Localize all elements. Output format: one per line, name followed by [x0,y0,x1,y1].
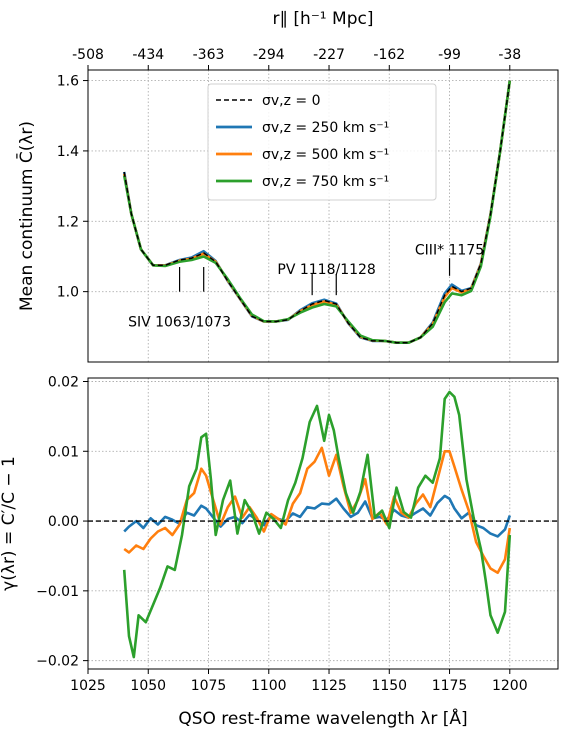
top-plot-frame [87,69,559,363]
top-x-tick-label-1: -434 [132,47,164,63]
top-y-tick-label-1: 1.2 [57,214,79,230]
bottom-x-tick-label-6: 1175 [432,678,468,694]
bottom-x-tick-label-3: 1100 [251,678,287,694]
top-series-3 [122,80,512,344]
bottom-y-tick-label-2: 0.00 [48,514,79,530]
annotation-2-label: CIII* 1175 [415,242,484,258]
bottom-y-axis-label: γ(λr) = C̄′/C̄ − 1 [0,456,19,591]
top-y-tick-label-3: 1.6 [57,74,79,90]
top-secondary-x-axis: -508 -434 -363 -294 -227 -162 -99 -38 [72,47,521,70]
top-y-tick-label-0: 1.0 [57,285,79,301]
bottom-series-1 [123,494,512,538]
bottom-y-tick-label-3: 0.01 [48,444,79,460]
bottom-series-3 [122,390,512,659]
bottom-series-group [88,390,558,659]
bottom-x-tick-label-0: 1025 [70,678,106,694]
bottom-y-tick-label-0: −0.02 [36,654,79,670]
bottom-y-tick-label-4: 0.02 [48,374,79,390]
legend-label-3: σv,z = 750 km s⁻¹ [262,174,389,190]
top-panel: SIV 1063/1073 PV 1118/1128 CIII* 1175 -508… [15,9,559,363]
legend-label-2: σv,z = 500 km s⁻¹ [262,147,389,163]
top-y-axis-label: Mean continuum C̄(λr) [15,121,37,311]
top-x-tick-label-5: -162 [373,47,405,63]
top-x-tick-label-6: -99 [438,47,461,63]
top-series-0 [123,80,511,344]
top-x-tick-label-0: -508 [72,47,104,63]
x-axis-label: QSO rest-frame wavelength λr [Å] [178,707,467,729]
top-y-tick-label-2: 1.4 [57,144,79,160]
annotations: SIV 1063/1073 PV 1118/1128 CIII* 1175 [128,242,484,330]
bottom-x-tick-label-7: 1200 [492,678,528,694]
legend: σv,z = 0 σv,z = 250 km s⁻¹ σv,z = 500 km s… [207,83,437,201]
bottom-y-axis: −0.02 −0.01 0.00 0.01 0.02 [36,374,88,670]
annotation-0-label: SIV 1063/1073 [128,315,231,331]
legend-label-1: σv,z = 250 km s⁻¹ [262,120,389,136]
bottom-x-tick-label-4: 1125 [311,678,347,694]
annotation-1-label: PV 1118/1128 [277,262,375,278]
secondary-x-axis-label: r∥ [h⁻¹ Mpc] [273,9,374,29]
bottom-x-tick-label-1: 1050 [130,678,166,694]
legend-label-0: σv,z = 0 [262,93,321,109]
top-series-group [122,80,512,344]
bottom-x-axis: 1025 1050 1075 1100 1125 1150 1175 1200 [70,669,528,694]
bottom-y-tick-label-1: −0.01 [36,584,79,600]
bottom-x-tick-label-5: 1150 [371,678,407,694]
top-y-axis: 1.0 1.2 1.4 1.6 [57,74,88,301]
top-x-tick-label-3: -294 [253,47,285,63]
bottom-x-tick-label-2: 1075 [191,678,227,694]
bottom-plot-frame [87,377,559,670]
legend-box [207,83,437,201]
bottom-series-2 [123,446,512,574]
bottom-panel: 1025 1050 1075 1100 1125 1150 1175 1200 −0.02−0… [0,374,559,729]
top-x-tick-label-4: -227 [313,47,345,63]
top-x-tick-label-7: -38 [498,47,521,63]
top-x-tick-label-2: -363 [193,47,225,63]
